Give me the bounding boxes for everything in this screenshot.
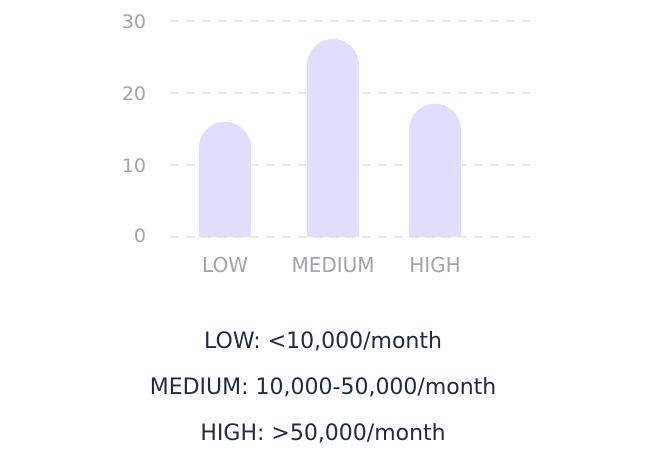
x-tick-label: LOW [202,253,248,277]
bar-high [409,103,461,237]
bar-low [199,121,251,237]
y-tick-label: 10 [122,155,146,177]
bar-chart: 0 10 20 30 LOW MEDIUM HIGH [122,11,530,277]
y-axis-ticks: 0 10 20 30 [122,11,146,247]
category-definitions: LOW: <10,000/month MEDIUM: 10,000-50,000… [0,322,646,455]
x-tick-label: MEDIUM [291,253,374,277]
bar-medium [307,39,359,237]
definition-high: HIGH: >50,000/month [200,421,446,446]
y-tick-label: 30 [122,11,146,33]
y-tick-label: 0 [134,225,146,247]
x-axis-ticks: LOW MEDIUM HIGH [202,253,461,277]
x-tick-label: HIGH [409,253,460,277]
y-tick-label: 20 [122,83,146,105]
bars [199,39,461,237]
definition-medium: MEDIUM: 10,000-50,000/month [149,375,497,400]
definition-low: LOW: <10,000/month [204,329,442,354]
